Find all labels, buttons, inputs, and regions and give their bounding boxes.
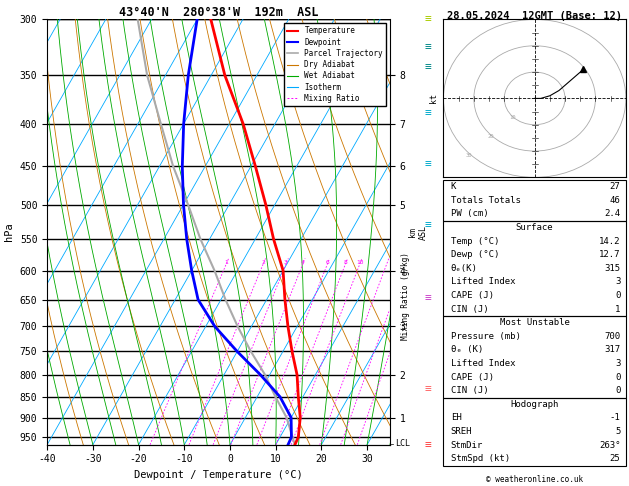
Text: 0: 0 <box>615 291 620 300</box>
Text: Lifted Index: Lifted Index <box>451 278 515 286</box>
Text: 27: 27 <box>610 182 620 191</box>
Text: θₑ (K): θₑ (K) <box>451 346 483 354</box>
Text: K: K <box>451 182 456 191</box>
Text: 317: 317 <box>604 346 620 354</box>
Text: 263°: 263° <box>599 441 620 450</box>
Text: ≡: ≡ <box>425 62 431 72</box>
Text: CIN (J): CIN (J) <box>451 305 488 313</box>
Text: 14.2: 14.2 <box>599 237 620 245</box>
Text: 1: 1 <box>615 305 620 313</box>
Text: CAPE (J): CAPE (J) <box>451 291 494 300</box>
Text: ≡: ≡ <box>425 293 431 303</box>
Text: 1: 1 <box>224 260 228 264</box>
Text: 700: 700 <box>604 332 620 341</box>
Y-axis label: kt: kt <box>429 93 438 104</box>
Text: Most Unstable: Most Unstable <box>499 318 570 327</box>
Text: 10: 10 <box>356 260 364 264</box>
Text: Hodograph: Hodograph <box>511 400 559 409</box>
Text: StmSpd (kt): StmSpd (kt) <box>451 454 510 463</box>
Text: 4: 4 <box>301 260 304 264</box>
Text: ≡: ≡ <box>425 384 431 394</box>
Text: CIN (J): CIN (J) <box>451 386 488 395</box>
Text: Totals Totals: Totals Totals <box>451 196 521 205</box>
Text: Lifted Index: Lifted Index <box>451 359 515 368</box>
Text: EH: EH <box>451 414 462 422</box>
Text: Pressure (mb): Pressure (mb) <box>451 332 521 341</box>
Text: LCL: LCL <box>395 439 410 449</box>
Text: 6: 6 <box>325 260 329 264</box>
Text: 315: 315 <box>604 264 620 273</box>
Text: ≡: ≡ <box>425 15 431 24</box>
Text: SREH: SREH <box>451 427 472 436</box>
Text: PW (cm): PW (cm) <box>451 209 488 218</box>
Text: ≡: ≡ <box>425 159 431 170</box>
Text: 5: 5 <box>615 427 620 436</box>
Text: ≡: ≡ <box>425 440 431 450</box>
Text: Mixing Ratio (g/kg): Mixing Ratio (g/kg) <box>401 252 410 340</box>
Y-axis label: hPa: hPa <box>4 223 14 242</box>
Text: 46: 46 <box>610 196 620 205</box>
Text: Surface: Surface <box>516 223 554 232</box>
Text: 25: 25 <box>610 454 620 463</box>
Text: 3: 3 <box>615 278 620 286</box>
Text: 2: 2 <box>261 260 265 264</box>
Text: 12.7: 12.7 <box>599 250 620 259</box>
Text: 10: 10 <box>509 115 516 120</box>
Legend: Temperature, Dewpoint, Parcel Trajectory, Dry Adiabat, Wet Adiabat, Isotherm, Mi: Temperature, Dewpoint, Parcel Trajectory… <box>284 23 386 106</box>
Text: 20: 20 <box>487 134 494 139</box>
Text: ≡: ≡ <box>425 220 431 230</box>
Text: ≡: ≡ <box>425 108 431 118</box>
Text: θₑ(K): θₑ(K) <box>451 264 477 273</box>
Text: 28.05.2024  12GMT (Base: 12): 28.05.2024 12GMT (Base: 12) <box>447 11 622 21</box>
Text: CAPE (J): CAPE (J) <box>451 373 494 382</box>
Text: Dewp (°C): Dewp (°C) <box>451 250 499 259</box>
Text: 3: 3 <box>615 359 620 368</box>
Y-axis label: km
ASL: km ASL <box>408 225 428 240</box>
Text: 0: 0 <box>615 373 620 382</box>
Text: -1: -1 <box>610 414 620 422</box>
Text: 2.4: 2.4 <box>604 209 620 218</box>
Text: 8: 8 <box>343 260 347 264</box>
Text: 3: 3 <box>284 260 287 264</box>
X-axis label: Dewpoint / Temperature (°C): Dewpoint / Temperature (°C) <box>134 470 303 480</box>
Text: 30: 30 <box>465 153 472 158</box>
Text: ≡: ≡ <box>425 42 431 52</box>
Text: © weatheronline.co.uk: © weatheronline.co.uk <box>486 475 583 484</box>
Title: 43°40'N  280°38'W  192m  ASL: 43°40'N 280°38'W 192m ASL <box>119 6 318 19</box>
Text: Temp (°C): Temp (°C) <box>451 237 499 245</box>
Text: StmDir: StmDir <box>451 441 483 450</box>
Text: 0: 0 <box>615 386 620 395</box>
